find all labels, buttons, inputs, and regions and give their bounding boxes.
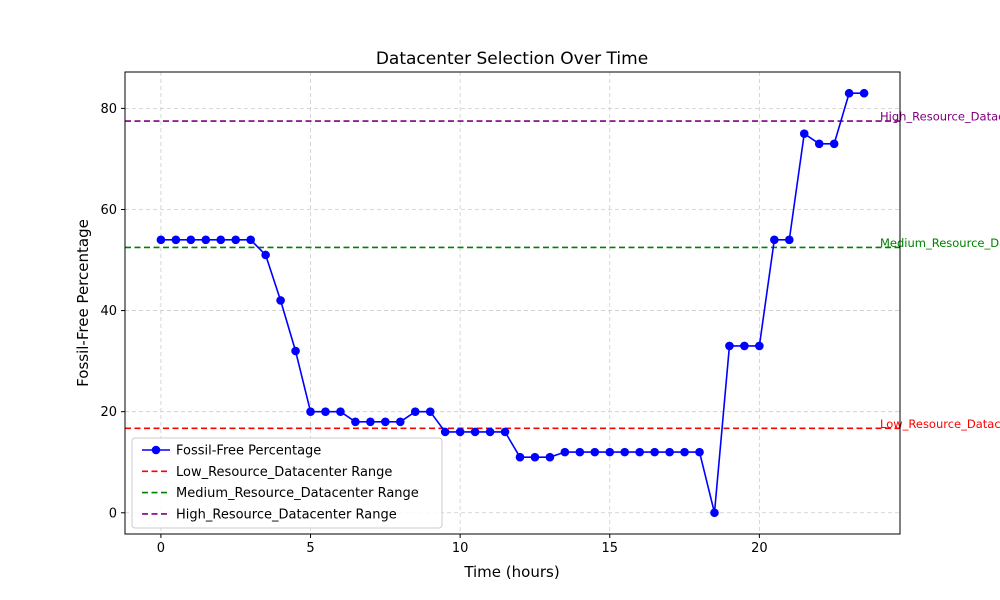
legend-entry-label: Medium_Resource_Datacenter Range	[176, 486, 419, 501]
data-point	[680, 447, 689, 457]
data-point	[829, 139, 839, 149]
series-markers	[156, 88, 869, 518]
data-point	[410, 407, 420, 416]
legend-entry-label: High_Resource_Datacenter Range	[176, 507, 397, 522]
data-point	[814, 139, 824, 149]
plot-frame	[124, 71, 901, 535]
legend: Fossil-Free Percentage Low_Resource_Datac…	[131, 437, 443, 529]
reference-label: Low_Resource_Datacenter	[880, 417, 1000, 431]
x-tick-label: 0	[157, 541, 165, 556]
y-tick-label: 60	[100, 203, 117, 218]
legend-entry-label: Low_Resource_Datacenter Range	[176, 465, 392, 480]
data-point	[650, 447, 659, 457]
y-tick-label: 40	[100, 304, 117, 319]
data-point	[455, 427, 465, 437]
x-tick-label: 20	[751, 541, 768, 556]
data-point	[500, 427, 510, 437]
reference-label: High_Resource_Datacenter	[880, 110, 1000, 124]
reference-lines	[125, 120, 900, 430]
data-point	[381, 417, 390, 427]
data-point	[156, 235, 166, 245]
data-point	[440, 427, 450, 437]
data-point	[530, 452, 540, 462]
y-axis-ticks: 0 20 40 60 80	[100, 102, 125, 521]
data-point	[605, 447, 615, 457]
data-point	[291, 346, 300, 356]
data-point	[560, 447, 570, 457]
y-axis-label: Fossil-Free Percentage	[74, 219, 92, 387]
x-axis-label: Time (hours)	[463, 563, 559, 581]
data-point	[470, 427, 480, 437]
data-point	[725, 341, 734, 351]
data-point	[261, 250, 270, 260]
data-point	[770, 235, 779, 245]
data-point	[425, 407, 435, 416]
data-point	[620, 447, 630, 457]
data-point	[515, 452, 525, 462]
data-point	[740, 341, 749, 351]
data-point	[859, 88, 869, 98]
x-tick-label: 5	[306, 541, 314, 556]
data-point	[665, 447, 674, 457]
data-point	[276, 296, 285, 305]
y-tick-label: 20	[100, 405, 117, 420]
reference-label: Medium_Resource_Datacenter	[880, 236, 1000, 250]
data-point	[246, 235, 255, 245]
chart-title: Datacenter Selection Over Time	[376, 49, 648, 69]
legend-box	[131, 437, 443, 529]
data-point	[575, 447, 585, 457]
data-point	[799, 129, 809, 138]
x-tick-label: 15	[601, 541, 618, 556]
data-point	[336, 407, 345, 416]
y-tick-label: 0	[109, 506, 117, 521]
data-point	[231, 235, 241, 245]
data-point	[635, 447, 644, 457]
x-tick-label: 10	[452, 541, 469, 556]
data-point	[710, 508, 719, 518]
data-point	[366, 417, 375, 427]
data-point	[844, 88, 854, 98]
data-point	[784, 235, 794, 245]
data-point	[321, 407, 330, 416]
data-point	[545, 452, 555, 462]
x-axis-ticks: 0 5 10 15 20	[157, 534, 768, 556]
data-point	[755, 341, 764, 351]
data-point	[590, 447, 600, 457]
data-point	[395, 417, 405, 427]
data-point	[351, 417, 360, 427]
data-point	[695, 447, 704, 457]
data-point	[306, 407, 315, 416]
data-point	[201, 235, 211, 245]
legend-marker	[151, 445, 161, 455]
data-point	[186, 235, 196, 245]
legend-entry-label: Fossil-Free Percentage	[176, 444, 321, 459]
data-point	[171, 235, 181, 245]
reference-labels: Low_Resource_Datacenter Medium_Resource_D…	[880, 110, 1000, 431]
y-tick-label: 80	[100, 102, 117, 117]
data-point	[485, 427, 495, 437]
data-point	[216, 235, 226, 245]
